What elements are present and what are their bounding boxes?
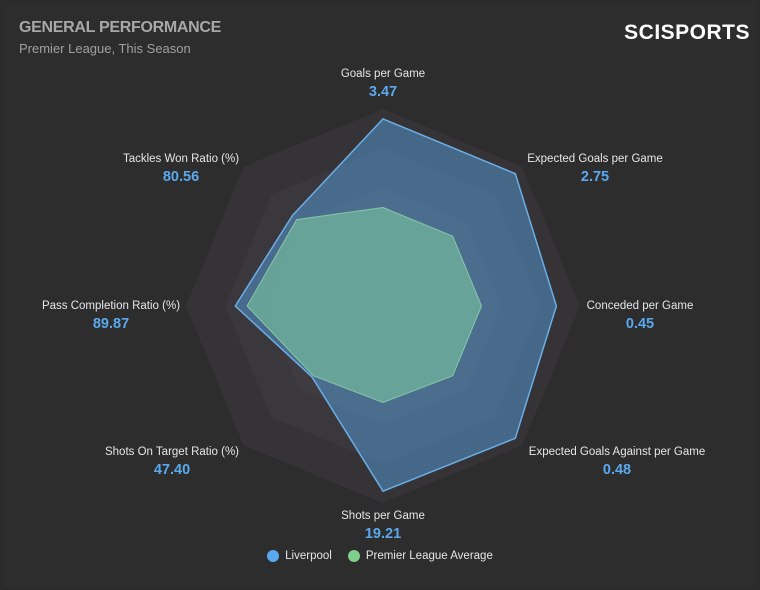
axis-value: 0.48 [602,462,632,478]
legend-dot-icon [347,550,360,562]
legend-label: Liverpool [285,550,332,562]
chart-title: GENERAL PERFORMANCE [19,19,222,36]
legend: Liverpool Premier League Average [0,550,760,562]
axis-label: Shots per Game 19.21 [341,510,425,542]
axis-name: Tackles Won Ratio (%) [122,153,240,165]
axis-value: 47.40 [153,462,191,478]
axis-value: 2.75 [580,169,610,185]
axis-name: Goals per Game [340,68,426,80]
axis-name: Conceded per Game [586,300,694,312]
axis-value: 0.45 [625,316,655,332]
legend-item-liverpool[interactable]: Liverpool [267,550,332,562]
axis-value: 19.21 [364,526,402,542]
chart-subtitle: Premier League, This Season [19,41,191,56]
series-premier-league-average[interactable] [246,206,483,404]
axis-label: Shots On Target Ratio (%) 47.40 [105,446,239,478]
axis-value: 80.56 [162,169,200,185]
legend-label: Premier League Average [365,550,493,562]
axis-label: Goals per Game 3.47 [341,68,425,100]
axis-name: Pass Completion Ratio (%) [41,300,181,312]
axis-value: 89.87 [92,316,130,332]
axis-name: Expected Goals Against per Game [528,446,706,458]
axis-label: Conceded per Game 0.45 [587,300,694,332]
axis-name: Expected Goals per Game [527,153,663,165]
axis-label: Tackles Won Ratio (%) 80.56 [123,153,239,185]
axis-name: Shots On Target Ratio (%) [104,446,240,458]
legend-item-league-average[interactable]: Premier League Average [347,550,493,562]
axis-label: Pass Completion Ratio (%) 89.87 [42,300,180,332]
legend-dot-icon [267,550,280,562]
scisports-logo: SCISPORTS [624,21,750,44]
axis-value: 3.47 [368,84,398,100]
axis-name: Shots per Game [341,510,425,522]
axis-label: Expected Goals Against per Game 0.48 [529,446,705,478]
axis-label: Expected Goals per Game 2.75 [527,153,663,185]
